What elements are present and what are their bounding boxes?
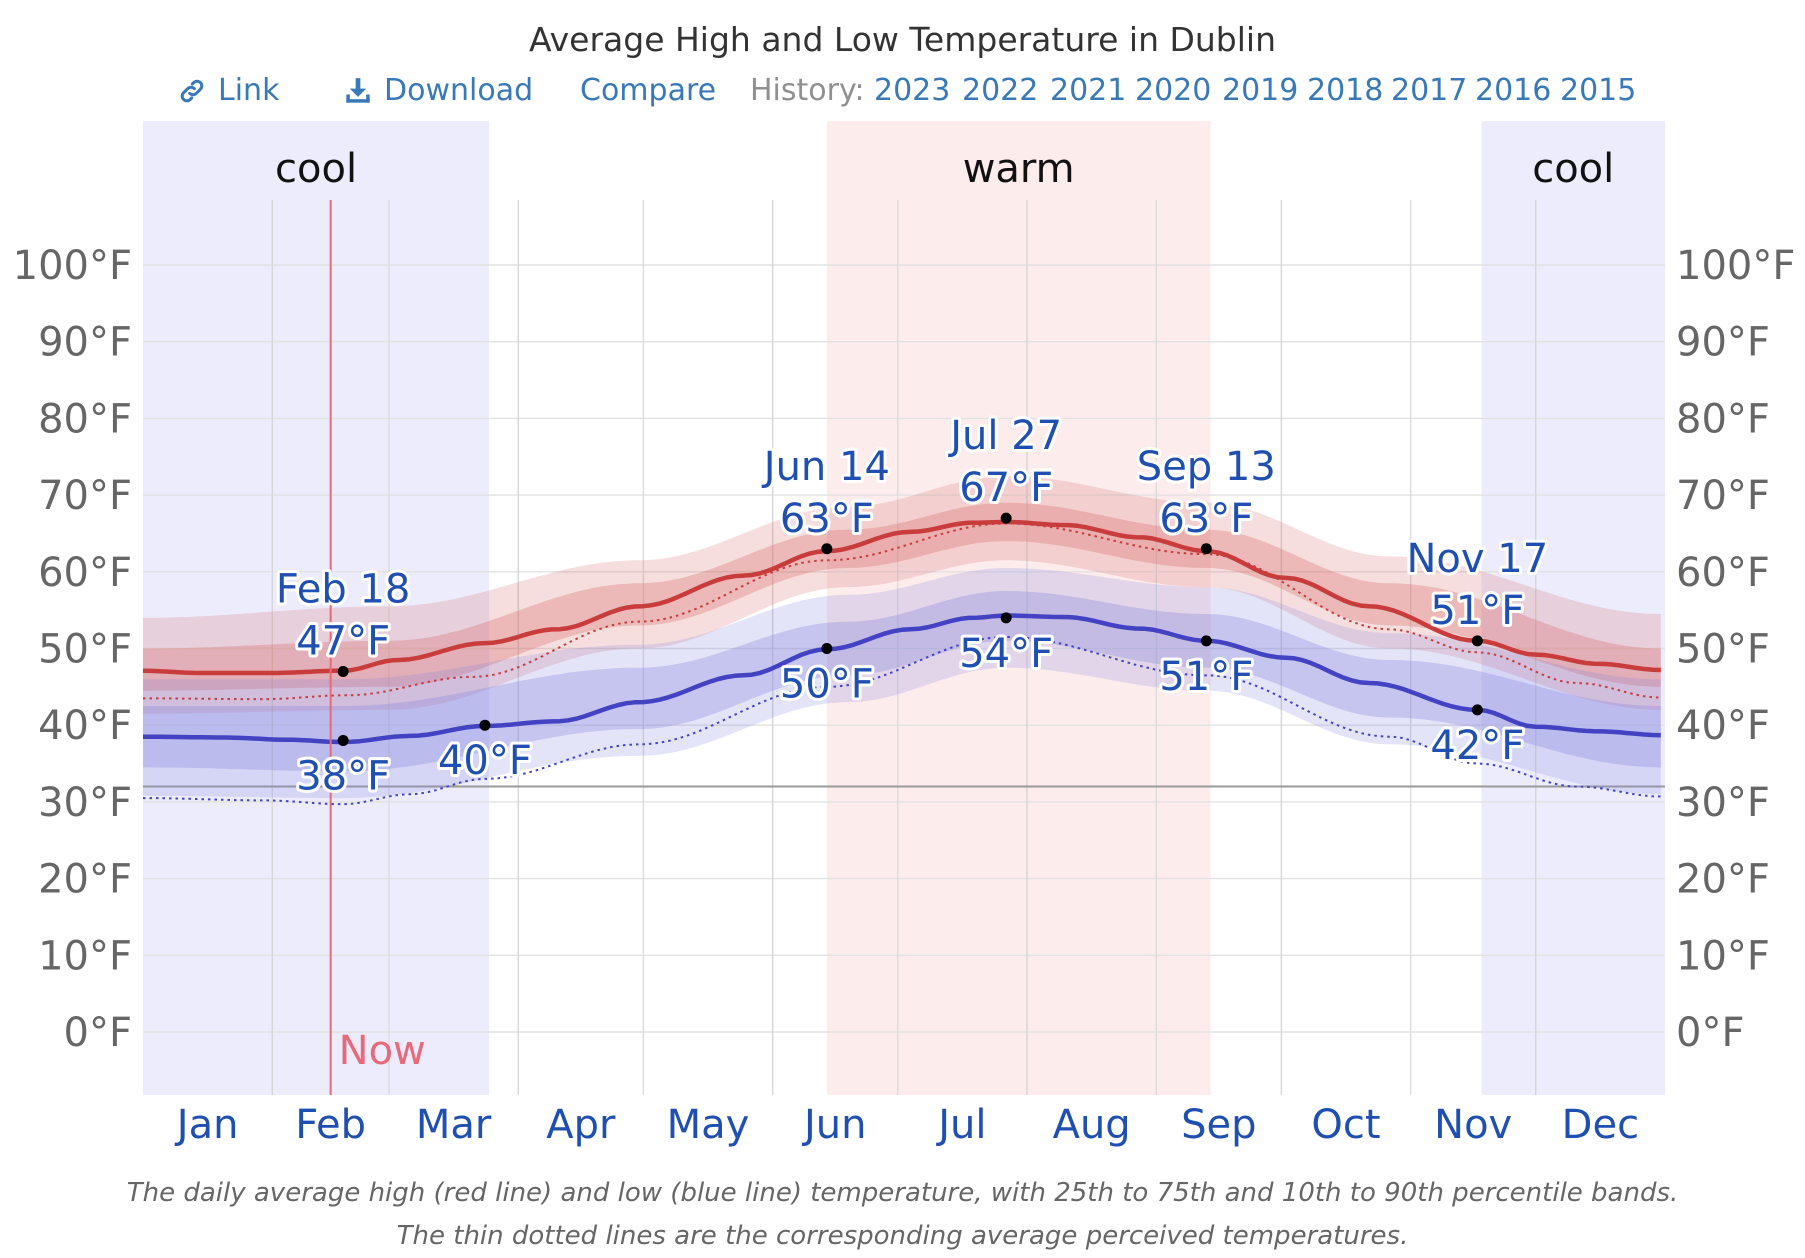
month-label-aug: Aug [1053, 1102, 1131, 1148]
y-tick-label-left: 50°F [38, 627, 132, 673]
y-tick-label-right: 90°F [1676, 320, 1770, 366]
month-label-may: May [667, 1102, 750, 1148]
annotation-point [1471, 635, 1483, 647]
annotation-point [821, 643, 833, 654]
month-label-apr: Apr [546, 1102, 616, 1148]
temperature-chart: cool warm cool 0°F 0°F 10°F 10°F 20°F 20°F 30°F 30… [13, 121, 1795, 1148]
annotation-value-label: 40°F [438, 738, 532, 784]
history-year-2023[interactable]: 2023 [874, 73, 951, 108]
y-tick-label-right: 50°F [1676, 627, 1770, 673]
y-tick-label-left: 20°F [38, 857, 132, 903]
season-band-cool [1481, 121, 1665, 1095]
season-label-cool: cool [1532, 146, 1614, 192]
low-temperature-line [143, 613, 1661, 745]
annotation-point [337, 735, 349, 747]
high-band-10-90 [143, 476, 1661, 714]
annotation-value-label: 63°F [1159, 496, 1253, 542]
y-tick-label-right: 20°F [1676, 857, 1770, 903]
annotation-date-label: Jun 14 [761, 444, 890, 490]
y-tick-label-left: 30°F [38, 780, 132, 826]
chart-toolbar: Link Download Compare History: 2023 2022… [0, 73, 1805, 113]
compare-button[interactable]: Compare [580, 73, 717, 108]
season-band-cool [143, 121, 490, 1095]
history-year-2018[interactable]: 2018 [1307, 73, 1384, 108]
annotation-date-label: Nov 17 [1407, 536, 1549, 582]
annotation-value-label: 54°F [959, 631, 1053, 677]
history-year-2022[interactable]: 2022 [962, 73, 1039, 108]
season-label-cool: cool [275, 146, 357, 192]
annotation-point [337, 666, 349, 678]
chart-title: Average High and Low Temperature in Dubl… [528, 20, 1276, 59]
annotation-date-label: Jul 27 [947, 413, 1062, 459]
annotation-value-label: 51°F [1430, 588, 1524, 634]
y-tick-label-right: 100°F [1676, 243, 1795, 289]
history-year-2015[interactable]: 2015 [1560, 73, 1637, 108]
y-tick-label-left: 60°F [38, 550, 132, 596]
season-band-warm [826, 121, 1211, 1095]
annotation-point [1200, 543, 1212, 555]
annotation-value-label: 47°F [296, 619, 390, 665]
low-perceived-line [143, 635, 1661, 806]
y-tick-label-left: 70°F [38, 473, 132, 519]
y-tick-label-left: 10°F [38, 933, 132, 979]
annotation-value-label: 63°F [780, 496, 874, 542]
y-tick-label-left: 40°F [38, 703, 132, 749]
high-band-25-75 [143, 502, 1661, 691]
high-perceived-line [143, 522, 1661, 701]
history-year-2020[interactable]: 2020 [1135, 73, 1212, 108]
annotation-point [1000, 512, 1012, 524]
annotation-point [479, 719, 491, 731]
month-label-oct: Oct [1311, 1102, 1380, 1148]
month-label-nov: Nov [1434, 1102, 1512, 1148]
caption-line-1: The daily average high (red line) and lo… [126, 1178, 1679, 1208]
annotation-value-label: 67°F [959, 465, 1053, 511]
y-tick-label-left: 100°F [13, 243, 132, 289]
low-band-25-75 [143, 591, 1661, 772]
y-tick-label-right: 0°F [1676, 1010, 1744, 1056]
month-label-sep: Sep [1181, 1102, 1256, 1148]
y-tick-label-right: 10°F [1676, 933, 1770, 979]
high-temperature-line [142, 519, 1661, 676]
month-label-jan: Jan [174, 1102, 239, 1148]
history-year-2016[interactable]: 2016 [1475, 73, 1552, 108]
link-icon [180, 79, 204, 103]
now-label: Now [339, 1028, 426, 1074]
season-label-warm: warm [963, 146, 1075, 192]
annotation-value-label: 38°F [296, 754, 390, 800]
download-icon [346, 78, 370, 103]
annotation-point [821, 543, 833, 555]
annotation-value-label: 50°F [780, 662, 874, 708]
low-band-10-90 [143, 568, 1661, 799]
annotation-value-label: 51°F [1159, 654, 1253, 700]
annotation-point [1200, 635, 1212, 647]
y-tick-label-right: 80°F [1676, 396, 1770, 442]
month-label-jun: Jun [801, 1102, 867, 1148]
month-label-feb: Feb [295, 1102, 366, 1148]
y-tick-label-right: 30°F [1676, 780, 1770, 826]
download-label: Download [384, 73, 534, 108]
month-label-dec: Dec [1562, 1102, 1639, 1148]
history-year-2021[interactable]: 2021 [1050, 73, 1127, 108]
y-tick-label-left: 90°F [38, 320, 132, 366]
y-tick-label-left: 80°F [38, 396, 132, 442]
chart-caption: The daily average high (red line) and lo… [0, 1172, 1805, 1258]
history-label: History: [750, 73, 865, 108]
annotation-point [1000, 612, 1012, 624]
month-label-mar: Mar [416, 1102, 492, 1148]
history-year-2019[interactable]: 2019 [1222, 73, 1299, 108]
history-year-2017[interactable]: 2017 [1391, 73, 1468, 108]
link-label: Link [218, 73, 280, 108]
annotation-date-label: Sep 13 [1137, 444, 1276, 490]
annotation-value-label: 42°F [1430, 723, 1524, 769]
y-tick-label-right: 60°F [1676, 550, 1770, 596]
download-button[interactable]: Download [344, 73, 533, 108]
link-button[interactable]: Link [178, 73, 279, 108]
month-label-jul: Jul [935, 1102, 986, 1148]
y-tick-label-right: 40°F [1676, 703, 1770, 749]
annotation-date-label: Feb 18 [276, 567, 410, 613]
y-tick-label-left: 0°F [64, 1010, 132, 1056]
y-tick-label-right: 70°F [1676, 473, 1770, 519]
annotation-point [1471, 704, 1483, 716]
caption-line-2: The thin dotted lines are the correspond… [396, 1221, 1409, 1251]
